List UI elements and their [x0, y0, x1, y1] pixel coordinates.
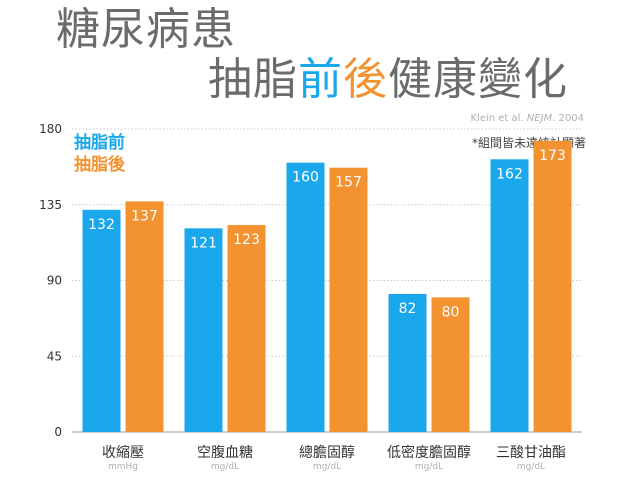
bar-value-label-before: 162: [496, 166, 523, 182]
bar-after: [125, 201, 164, 432]
title-text-1: 糖尿病患: [56, 4, 236, 55]
bar-before: [82, 209, 121, 432]
chart-title-line2: 抽脂前後健康變化: [208, 54, 568, 106]
bar-value-label-before: 160: [292, 170, 319, 186]
x-category-label: 低密度膽固醇: [387, 444, 471, 461]
bar-before: [388, 293, 427, 432]
citation-prefix: Klein et al.: [470, 113, 527, 124]
citation-suffix: . 2004: [552, 113, 584, 124]
title-text-2a: 抽脂: [208, 54, 298, 105]
legend: 抽脂前 抽脂後: [74, 132, 125, 176]
citation: Klein et al. NEJM. 2004: [470, 113, 584, 124]
x-category-label: 收縮壓: [102, 445, 144, 461]
bar-value-label-before: 121: [190, 235, 217, 251]
bar-value-label-after: 173: [539, 148, 566, 164]
title-text-2b: 健康變化: [388, 54, 568, 105]
y-tick-label: 0: [54, 425, 62, 439]
x-category-label: 空腹血糖: [197, 444, 253, 461]
bar-value-label-after: 80: [442, 304, 460, 320]
bar-before: [286, 162, 325, 432]
legend-item-before: 抽脂前: [74, 133, 125, 153]
x-unit-label: mg/dL: [313, 462, 341, 472]
bar-after: [533, 140, 572, 433]
bar-value-label-after: 137: [131, 208, 158, 224]
bar-value-label-after: 123: [233, 232, 260, 248]
bar-after: [227, 224, 266, 432]
bar-value-label-before: 82: [399, 301, 417, 317]
x-category-label: 三酸甘油酯: [496, 445, 566, 461]
x-unit-label: mg/dL: [415, 462, 443, 472]
x-unit-label: mmHg: [108, 462, 138, 472]
bar-value-label-before: 132: [88, 217, 115, 233]
legend-item-after: 抽脂後: [74, 155, 125, 175]
bar-value-label-after: 157: [335, 175, 362, 191]
x-unit-label: mg/dL: [211, 462, 239, 472]
title-highlight-after: 後: [343, 54, 388, 105]
bar-before: [490, 159, 529, 433]
x-unit-label: mg/dL: [517, 462, 545, 472]
y-tick-label: 180: [39, 122, 62, 136]
bar-after: [329, 167, 368, 432]
title-highlight-before: 前: [298, 54, 343, 105]
x-category-label: 總膽固醇: [299, 444, 355, 461]
citation-journal: NEJM: [526, 113, 553, 124]
bar-before: [184, 228, 223, 432]
chart-title-line1: 糖尿病患: [56, 4, 236, 56]
y-tick-label: 90: [47, 274, 62, 288]
bar-after: [431, 297, 470, 432]
y-tick-label: 135: [39, 198, 62, 212]
y-tick-label: 45: [47, 349, 62, 363]
